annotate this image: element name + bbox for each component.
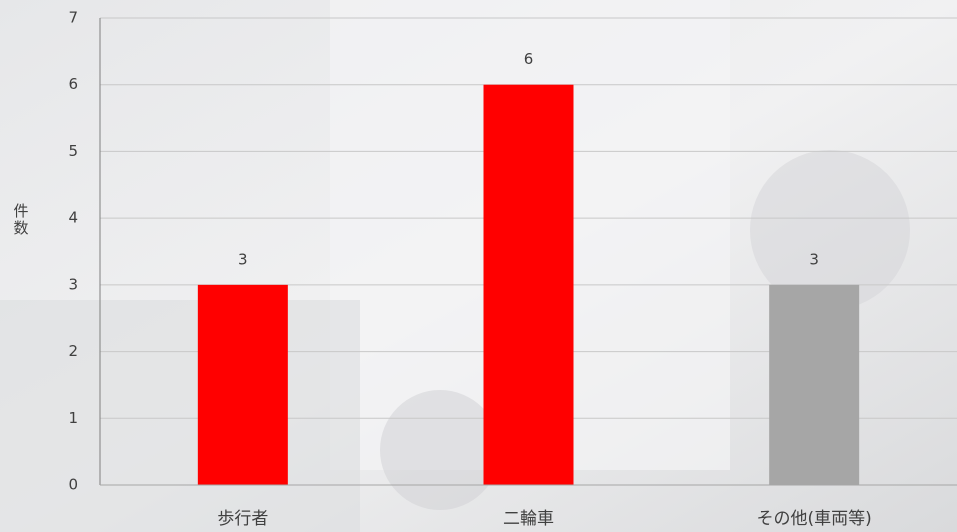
data-label: 3 [809, 250, 819, 268]
bar [769, 285, 859, 485]
y-tick-label: 3 [68, 275, 78, 293]
chart: 件数 0 1 2 3 4 5 6 7 歩行者 3 二輪車 6 その他(車両等) 3 [0, 0, 957, 532]
y-tick-label: 4 [68, 209, 78, 227]
y-tick-label: 0 [68, 476, 78, 494]
y-tick-label: 2 [68, 342, 78, 360]
bar [484, 85, 574, 485]
background-shape [380, 390, 500, 510]
y-axis-label: 件数 [12, 203, 30, 237]
x-tick-label: 二輪車 [503, 509, 554, 529]
x-tick-label: その他(車両等) [757, 509, 872, 529]
y-tick-label: 7 [68, 9, 78, 27]
data-label: 3 [238, 250, 248, 268]
bar [198, 285, 288, 485]
x-tick-label: 歩行者 [217, 509, 268, 529]
background-shape [0, 300, 360, 532]
y-tick-label: 5 [68, 142, 78, 160]
y-tick-label: 6 [68, 75, 78, 93]
y-tick-label: 1 [68, 409, 78, 427]
data-label: 6 [524, 50, 534, 68]
